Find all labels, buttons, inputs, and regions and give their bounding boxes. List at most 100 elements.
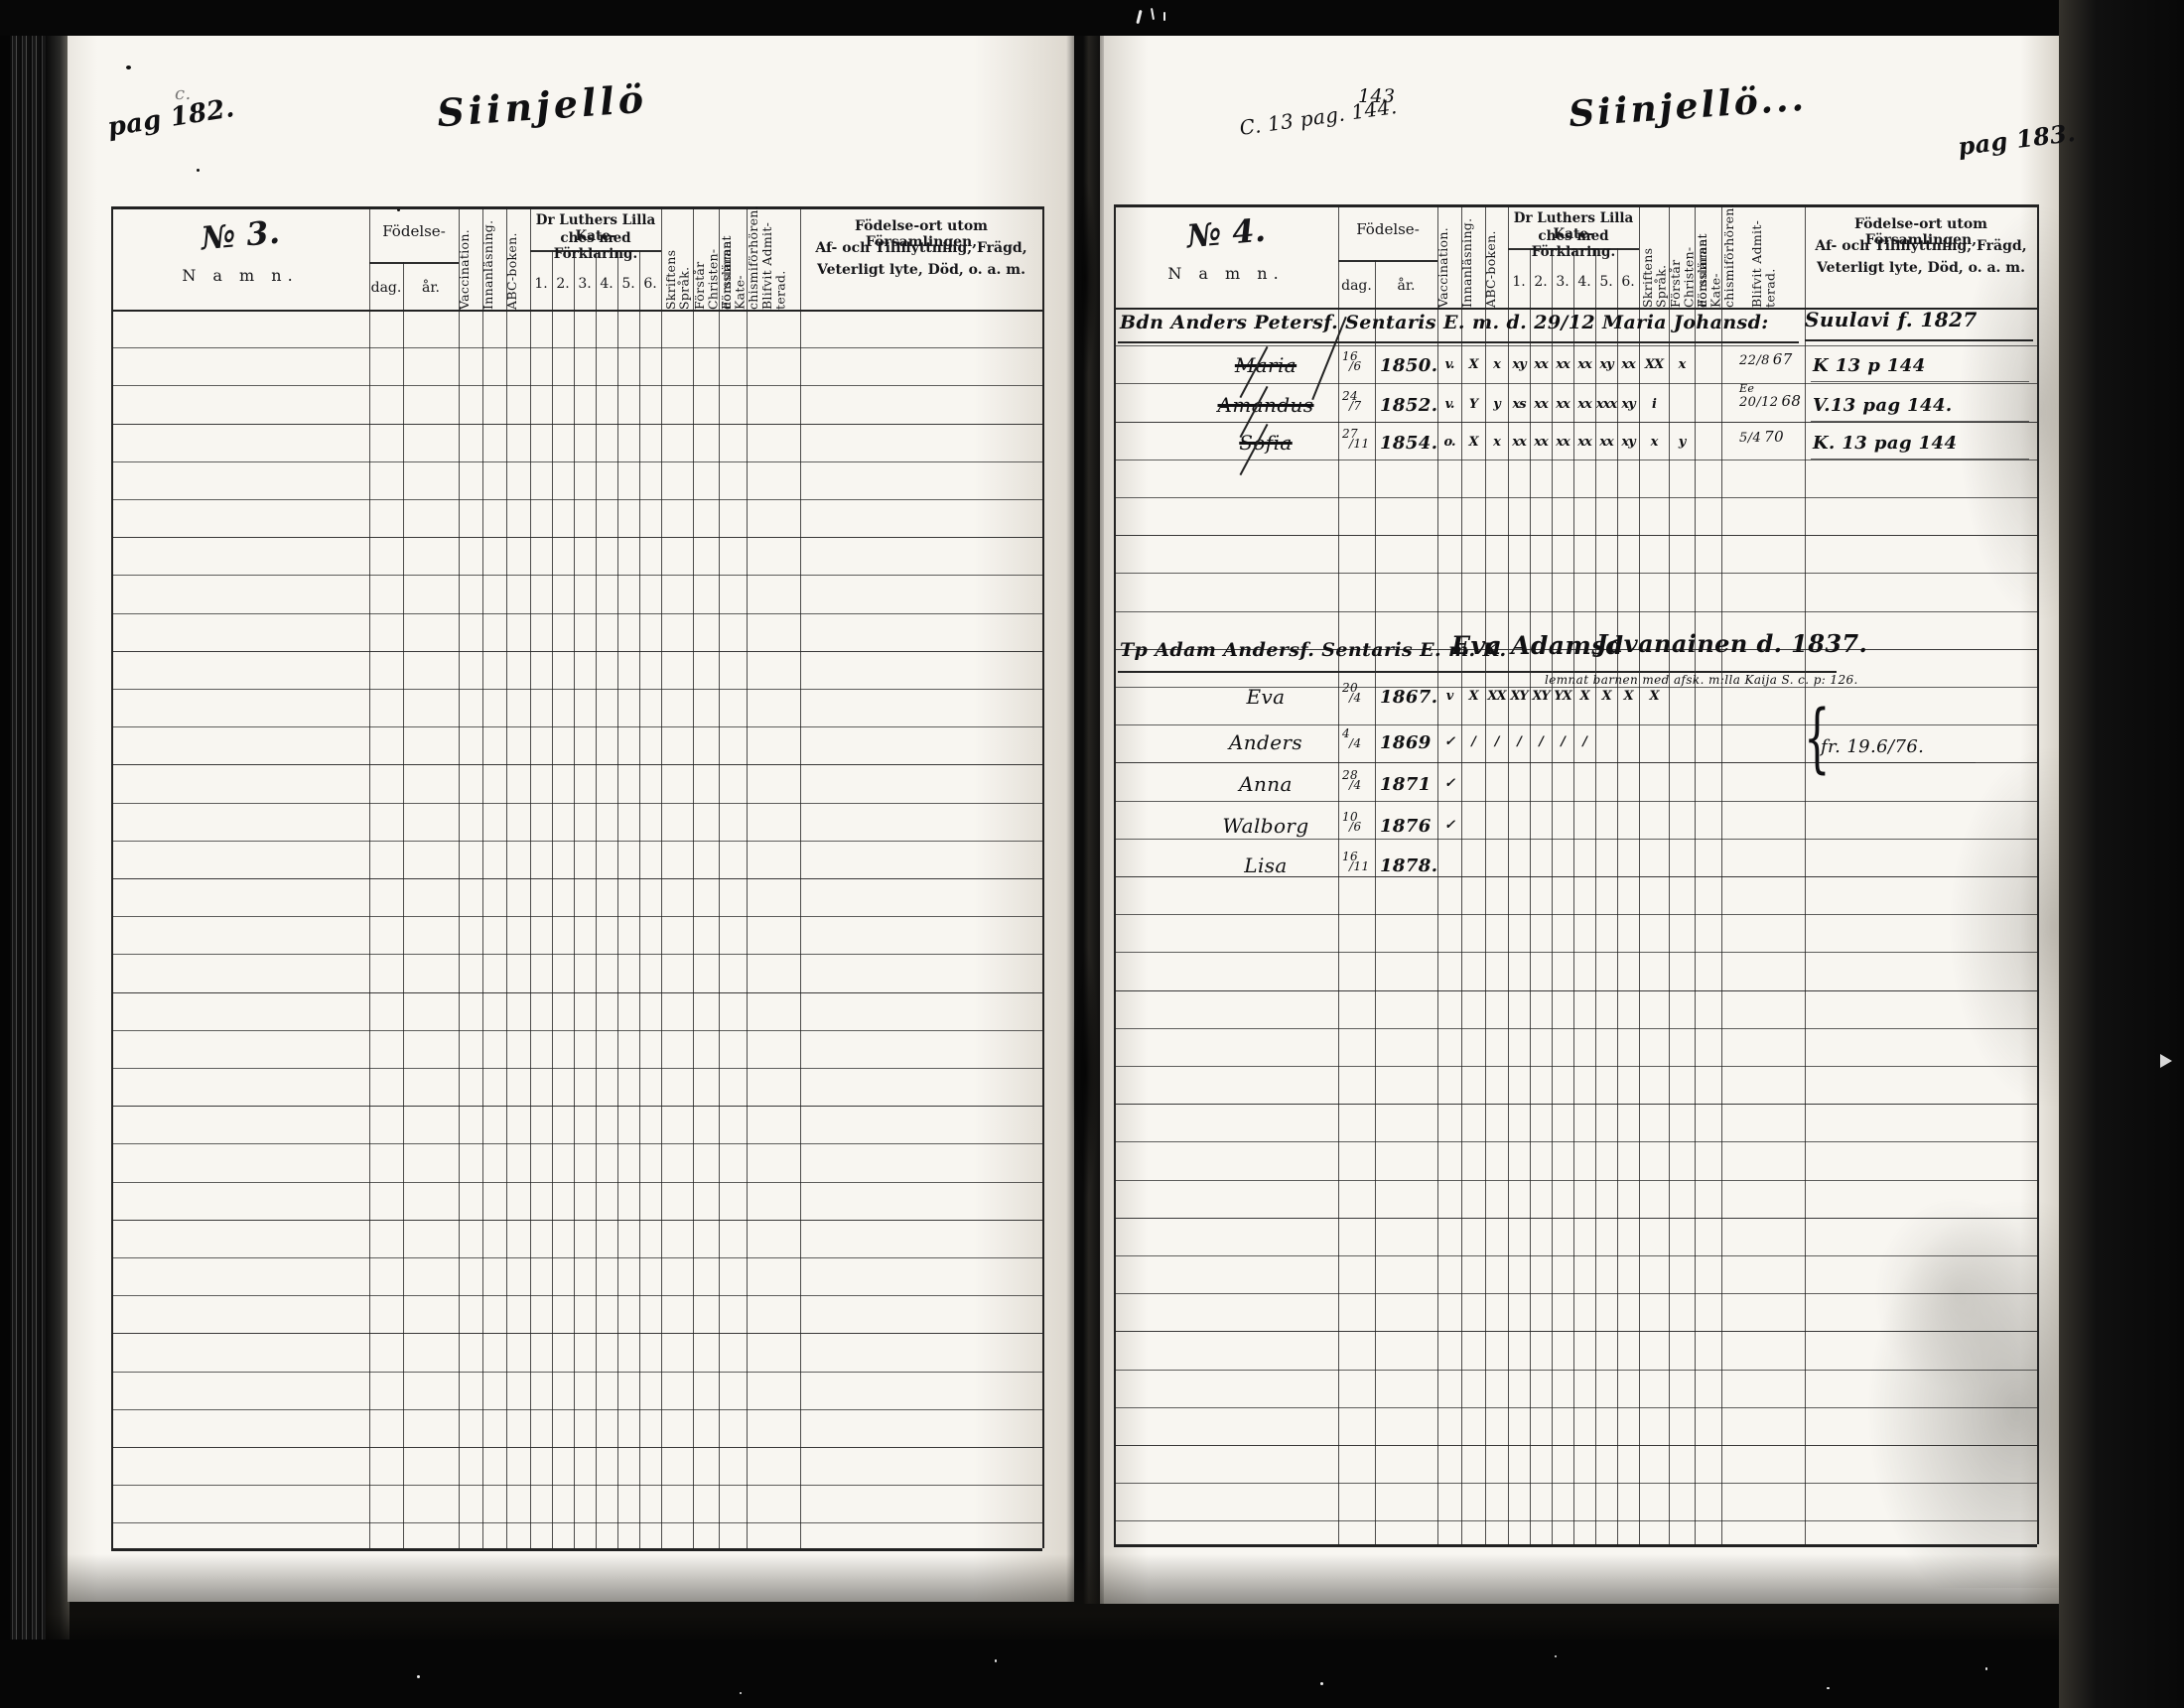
rule-line <box>1114 1293 2037 1294</box>
gutter-blotch <box>1072 943 1098 1201</box>
rule-line <box>111 726 1042 727</box>
rule-line <box>1114 1028 2037 1029</box>
exam-mark: / <box>1582 734 1587 749</box>
rule-line <box>111 841 1042 842</box>
member-birth-date: 10/6 <box>1342 811 1376 833</box>
rule-line <box>1114 952 2037 953</box>
column-header-kateches: Dr Luthers Lilla Kate- <box>1513 210 1634 242</box>
rule-line <box>111 954 1042 955</box>
exam-mark: xxx <box>1595 397 1617 412</box>
column-header-forsummat: Försummat Kate- chismiförhören. <box>719 205 760 310</box>
member-reference-note: K 13 p 144 <box>1813 355 1926 376</box>
rule-line <box>111 1030 1042 1031</box>
member-reference-note: V.13 pag 144. <box>1813 395 1953 416</box>
head-underline <box>1118 671 1837 673</box>
note-underline <box>1811 381 2029 382</box>
left-page <box>68 36 1074 1602</box>
speck <box>1985 1667 1987 1670</box>
note-underline <box>1811 421 2029 422</box>
exam-mark: X <box>1468 689 1478 704</box>
rule-line <box>111 1068 1042 1069</box>
exam-mark: XX <box>1644 357 1664 372</box>
member-birth-year: 1850. <box>1380 355 1438 376</box>
exam-mark: / <box>1539 734 1544 749</box>
fraction-slash: / <box>1349 399 1354 413</box>
birth-month: /11 <box>1342 859 1376 873</box>
exam-mark: X <box>1623 689 1633 704</box>
spine-shadow-left <box>46 0 69 1708</box>
member-birth-date: 28/4 <box>1342 768 1376 791</box>
column-header-fodelseort: Veterligt lyte, Död, o. a. m. <box>817 262 1025 278</box>
member-name: Anders <box>1228 730 1303 754</box>
column-line <box>596 250 597 1548</box>
speck <box>417 1675 420 1678</box>
column-header-kateches: ches med Förklaring. <box>1531 228 1616 260</box>
column-header-kateches-sub: 1. <box>534 276 548 292</box>
rule-line <box>111 385 1042 386</box>
rule-line <box>1114 1331 2037 1332</box>
column-header-ar: år. <box>422 280 440 296</box>
exam-mark: v <box>1445 689 1454 704</box>
table-right-border <box>1042 206 1044 1548</box>
member-name: Sofia <box>1239 431 1293 455</box>
column-line <box>719 206 720 1548</box>
edge-mark-arrow <box>2160 1054 2172 1068</box>
exam-mark: xx <box>1577 435 1592 450</box>
admitted-day: 20 <box>1739 395 1757 410</box>
rule-line <box>1114 1180 2037 1181</box>
exam-mark: / <box>1494 734 1500 749</box>
rule-line <box>111 1447 1042 1448</box>
table-left-border <box>1114 204 1116 1544</box>
column-header-namn: N a m n. <box>1167 264 1285 283</box>
admitted-day: 22 <box>1739 353 1757 368</box>
exam-mark: xx <box>1599 435 1614 450</box>
column-header-kateches-sub: 6. <box>1621 274 1635 290</box>
column-header-abc-boken: ABC-boken. <box>1482 230 1498 308</box>
column-header-fodelse: Födelse- <box>1356 220 1420 238</box>
birth-month-value: 11 <box>1353 859 1370 873</box>
exam-mark: xx <box>1621 357 1636 372</box>
rule-line <box>1114 1104 2037 1105</box>
column-line <box>1695 204 1696 1544</box>
exam-mark: xx <box>1556 357 1570 372</box>
exam-mark: X <box>1468 435 1478 450</box>
rule-line <box>111 575 1042 576</box>
column-line <box>1669 204 1670 1544</box>
rule-line <box>111 1409 1042 1410</box>
rule-line <box>111 1372 1042 1373</box>
admitted-month: 12 <box>1761 395 1779 410</box>
member-birth-date: 27/11 <box>1342 427 1376 451</box>
column-header-blifvit: Blifvit Admit- terad. <box>1749 219 1778 308</box>
family-head-tail: Javanainen d. 1837. <box>1596 629 1868 658</box>
birth-month: /4 <box>1342 736 1376 750</box>
fraction-slash: / <box>1349 736 1354 750</box>
exam-mark: x <box>1650 435 1659 450</box>
fraction-slash: / <box>1756 353 1762 368</box>
rule-line <box>111 1143 1042 1144</box>
fraction-slash: / <box>1756 395 1762 410</box>
rule-line <box>1114 573 2037 574</box>
member-admitted-date: 5/4 70 <box>1739 430 1809 446</box>
exam-mark: i <box>1652 397 1657 412</box>
member-birth-date: 24/7 <box>1342 390 1376 413</box>
birth-month-value: 11 <box>1353 437 1370 451</box>
rule-line <box>111 424 1042 425</box>
column-line <box>1338 204 1339 1544</box>
rule-line <box>111 347 1042 348</box>
birth-day: 28 <box>1342 768 1359 782</box>
rule-line <box>1114 345 2037 346</box>
birth-day: 27 <box>1342 427 1359 441</box>
rule-line <box>111 916 1042 917</box>
exam-mark: XY <box>1510 689 1528 704</box>
column-header-blifvit: Blifvit Admit- terad. <box>759 221 788 310</box>
rule-line <box>111 461 1042 462</box>
rule-line <box>111 1333 1042 1334</box>
member-birth-year: 1854. <box>1380 433 1438 454</box>
column-line <box>1508 204 1509 1544</box>
birth-day: 20 <box>1342 681 1359 695</box>
birth-month: /4 <box>1342 779 1376 791</box>
exam-mark: xx <box>1534 397 1549 412</box>
exam-mark: / <box>1471 734 1476 749</box>
admitted-year: 67 <box>1772 350 1793 368</box>
table-bottom-border <box>111 1548 1042 1551</box>
